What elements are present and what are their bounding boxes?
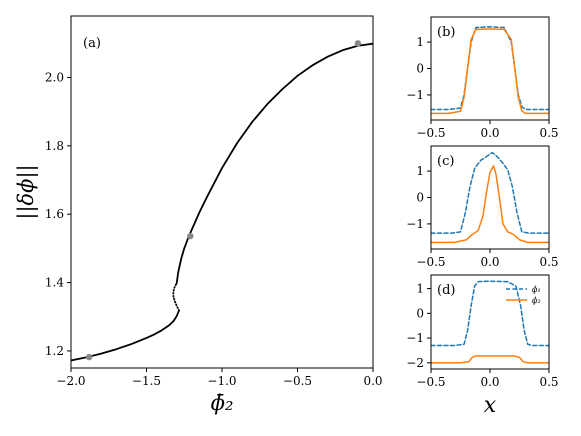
ytick-label: −1 — [406, 331, 424, 345]
xtick-label: 0.5 — [539, 375, 558, 389]
series-line-d-0 — [431, 280, 549, 347]
xtick-label: −0.5 — [416, 126, 445, 140]
subplot-d-yticks: −2 −1 0 1 — [406, 282, 431, 370]
subplot-b-xticks: −0.5 0.0 0.5 — [416, 120, 559, 140]
xtick-label: −0.5 — [416, 255, 445, 269]
panel-label-c: (c) — [437, 154, 454, 169]
subplot-b: −0.5 0.0 0.5 −1 0 1 (b) — [406, 16, 559, 140]
series-line-b-1 — [431, 28, 549, 115]
ytick-label: 1 — [416, 282, 424, 296]
ytick-label: 0 — [416, 62, 424, 76]
legend-label-phi1: ϕ₁ — [532, 285, 541, 294]
xtick-label: 0.5 — [539, 126, 558, 140]
xtick-label: −0.5 — [283, 374, 312, 388]
subplot-d: −0.5 0.0 0.5 −2 −1 0 1 (d) ϕ₁ ϕ₂ x — [406, 274, 559, 418]
state-marker-2 — [354, 40, 362, 47]
ytick-label: −1 — [406, 88, 424, 102]
xtick-label: 0.0 — [480, 126, 499, 140]
xtick-label: 0.5 — [539, 255, 558, 269]
series-line-a-2 — [175, 42, 373, 285]
main-plot-ylabel: ||δϕ|| — [14, 164, 39, 219]
main-plot-yticks: 1.2 1.4 1.6 1.8 2.0 — [45, 71, 71, 358]
series-line-c-1 — [431, 165, 549, 244]
panel-label-d: (d) — [437, 283, 455, 298]
state-marker-1 — [187, 232, 194, 240]
ytick-label: 0 — [416, 306, 424, 320]
main-plot-xlabel: ϕ̄₂ — [211, 391, 234, 415]
subplot-c-xticks: −0.5 0.0 0.5 — [416, 249, 559, 269]
main-plot-lines — [71, 42, 373, 362]
xtick-label: −2.0 — [56, 374, 85, 388]
main-plot-frame — [70, 15, 374, 369]
legend-label-phi2: ϕ₂ — [532, 296, 541, 305]
ytick-label: 2.0 — [45, 71, 64, 85]
subplot-b-yticks: −1 0 1 — [406, 35, 431, 102]
state-marker-0 — [85, 353, 93, 361]
ytick-label: −2 — [406, 356, 424, 370]
panel-label-b: (b) — [437, 25, 455, 40]
panel-label-a: (a) — [83, 36, 101, 51]
ytick-label: 1.8 — [45, 139, 64, 153]
series-line-c-0 — [431, 151, 549, 234]
subplot-c: −0.5 0.0 0.5 −1 0 1 (c) — [406, 145, 559, 269]
subplot-c-yticks: −1 0 1 — [406, 164, 431, 231]
ytick-label: 0 — [416, 191, 424, 205]
xtick-label: −1.5 — [132, 374, 161, 388]
ytick-label: 1.4 — [45, 276, 64, 290]
ytick-label: 1.2 — [45, 344, 64, 358]
subplot-b-lines — [431, 26, 549, 115]
ytick-label: 1.6 — [45, 207, 64, 221]
main-plot-a: −2.0 −1.5 −1.0 −0.5 0.0 1.21.41.61.82.0 (a) … — [14, 15, 383, 415]
subplot-c-lines — [431, 151, 549, 244]
subplot-d-lines — [431, 280, 549, 364]
subplot-d-legend: ϕ₁ ϕ₂ — [506, 285, 541, 305]
xtick-label: −0.5 — [416, 375, 445, 389]
ytick-label: 1 — [416, 35, 424, 49]
subplot-d-xlabel: x — [484, 393, 497, 418]
ytick-label: 1 — [416, 164, 424, 178]
subplot-d-xticks: −0.5 0.0 0.5 — [416, 369, 559, 389]
xtick-label: −1.0 — [207, 374, 236, 388]
series-line-d-1 — [431, 355, 549, 364]
series-line-a-1 — [172, 282, 180, 312]
xtick-label: 0.0 — [480, 375, 499, 389]
series-line-a-0 — [71, 309, 180, 362]
xtick-label: 0.0 — [363, 374, 382, 388]
xtick-label: 0.0 — [480, 255, 499, 269]
ytick-label: −1 — [406, 217, 424, 231]
main-plot-xticks: −2.0 −1.5 −1.0 −0.5 0.0 — [56, 368, 383, 388]
main-plot-markers — [85, 40, 362, 361]
